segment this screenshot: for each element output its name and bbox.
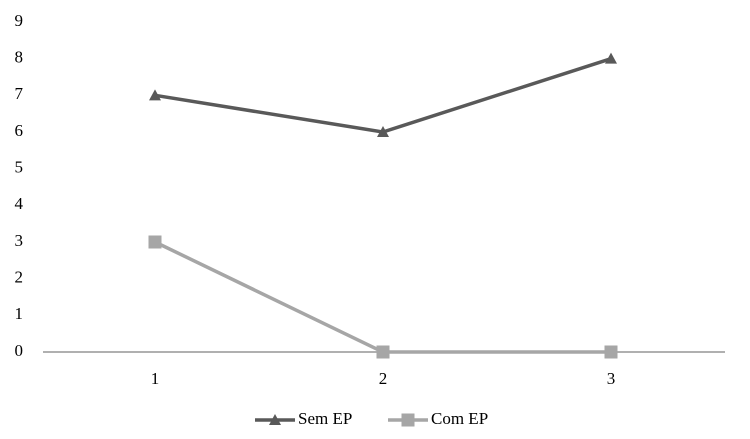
- y-tick-label: 7: [15, 84, 24, 103]
- data-point: [604, 345, 618, 359]
- data-point: [149, 89, 161, 101]
- x-tick-label: 2: [379, 369, 388, 388]
- y-tick-label: 0: [15, 341, 24, 360]
- y-tick-label: 2: [15, 268, 24, 287]
- legend-marker: [269, 414, 281, 425]
- y-tick-label: 1: [15, 304, 24, 323]
- series-line: [154, 57, 612, 134]
- x-tick-label: 3: [607, 369, 616, 388]
- y-tick-label: 9: [15, 11, 24, 30]
- y-tick-label: 3: [15, 231, 24, 250]
- legend-label: Com EP: [431, 409, 488, 428]
- legend-marker: [401, 413, 415, 427]
- data-point: [605, 52, 617, 64]
- data-point: [376, 345, 390, 359]
- data-point: [148, 235, 162, 249]
- x-tick-label: 1: [151, 369, 160, 388]
- legend-label: Sem EP: [298, 409, 352, 428]
- series-line: [154, 240, 611, 354]
- y-tick-label: 6: [15, 121, 24, 140]
- data-point: [377, 126, 389, 137]
- y-tick-label: 5: [15, 158, 24, 177]
- y-tick-label: 8: [15, 48, 24, 67]
- y-tick-label: 4: [15, 194, 24, 213]
